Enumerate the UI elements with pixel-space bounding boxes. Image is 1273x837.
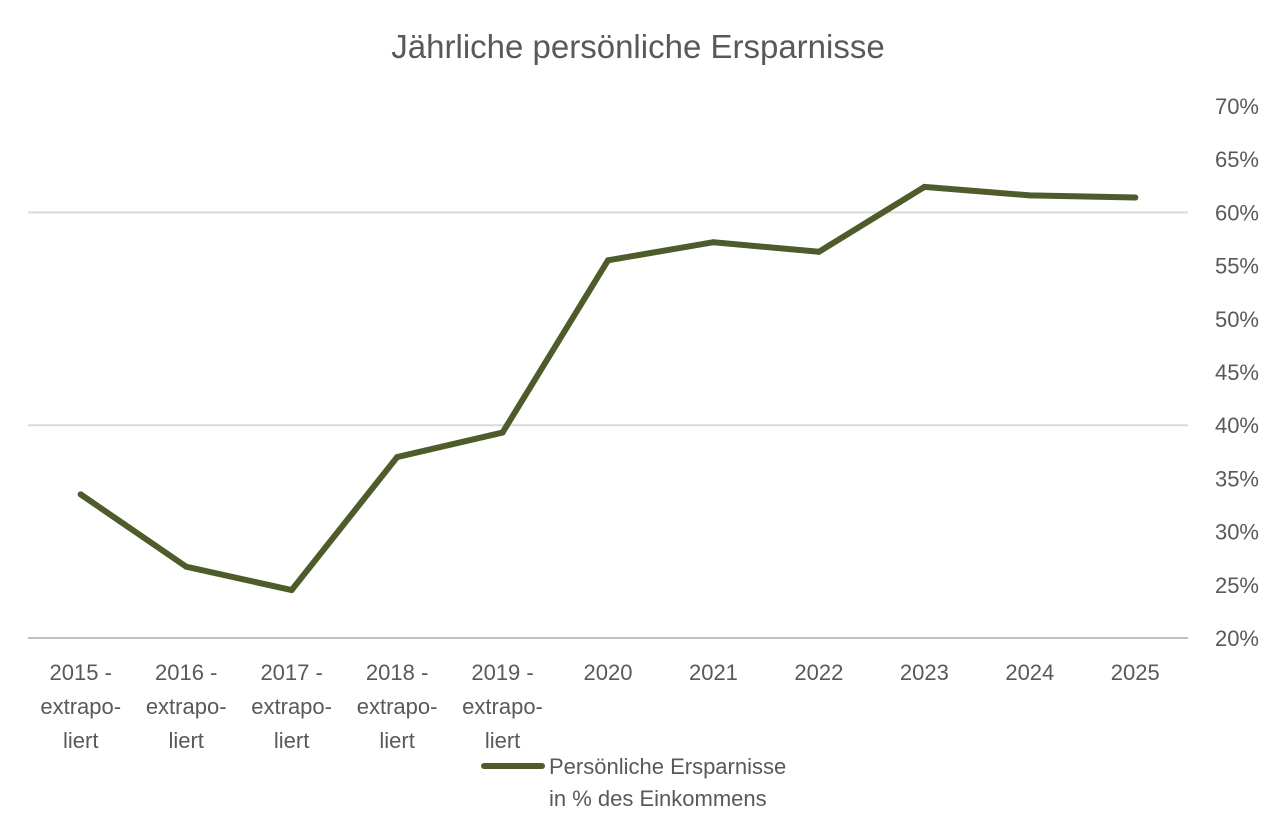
data-point <box>1026 192 1033 199</box>
data-point <box>921 183 928 190</box>
x-tick-label: 2022 <box>794 660 843 685</box>
y-tick-label: 40% <box>1215 413 1259 438</box>
x-tick-label: 2019 -extrapo-liert <box>462 660 543 753</box>
data-point <box>710 239 717 246</box>
data-point <box>499 429 506 436</box>
x-tick-label: 2017 -extrapo-liert <box>251 660 332 753</box>
legend: Persönliche Ersparnisse in % des Einkomme… <box>481 754 786 811</box>
series-line <box>77 183 1139 594</box>
y-tick-label: 60% <box>1215 200 1259 225</box>
legend-label: Persönliche Ersparnisse in % des Einkomme… <box>549 754 786 811</box>
y-tick-label: 55% <box>1215 254 1259 279</box>
y-tick-label: 65% <box>1215 147 1259 172</box>
x-tick-label: 2016 -extrapo-liert <box>146 660 227 753</box>
y-axis-tick-labels: 70% 65% 60% 55% 50% 45% 40% 35% 30% 25% 20% <box>1215 94 1259 651</box>
chart-title: Jährliche persönliche Ersparnisse <box>391 28 884 65</box>
x-tick-label: 2024 <box>1005 660 1054 685</box>
x-tick-label: 2018 -extrapo-liert <box>357 660 438 753</box>
x-axis-tick-labels: 2015 -extrapo-liert 2016 -extrapo-liert 20… <box>40 660 1159 753</box>
y-tick-label: 25% <box>1215 573 1259 598</box>
data-point <box>288 587 295 594</box>
data-point <box>183 563 190 570</box>
data-point <box>1132 194 1139 201</box>
data-point <box>394 454 401 461</box>
x-tick-label: 2021 <box>689 660 738 685</box>
x-tick-label: 2015 -extrapo-liert <box>40 660 121 753</box>
data-point <box>815 248 822 255</box>
y-tick-label: 30% <box>1215 520 1259 545</box>
y-tick-label: 35% <box>1215 466 1259 491</box>
x-tick-label: 2025 <box>1111 660 1160 685</box>
y-tick-label: 45% <box>1215 360 1259 385</box>
data-point <box>77 491 84 498</box>
y-tick-label: 50% <box>1215 307 1259 332</box>
data-point <box>605 257 611 264</box>
y-tick-label: 70% <box>1215 94 1259 119</box>
x-tick-label: 2020 <box>584 660 633 685</box>
x-tick-label: 2023 <box>900 660 949 685</box>
y-tick-label: 20% <box>1215 626 1259 651</box>
gridlines <box>28 211 1188 639</box>
series-layer <box>77 183 1139 594</box>
